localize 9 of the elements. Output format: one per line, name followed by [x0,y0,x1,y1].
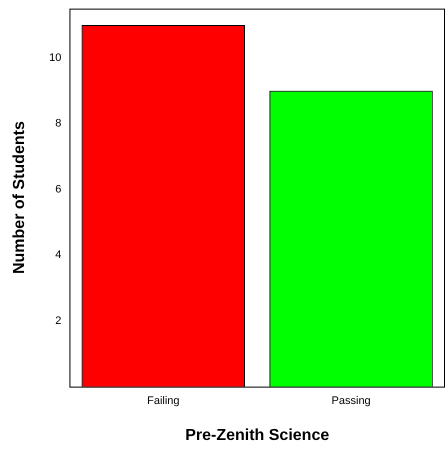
y-tick-label: 2 [55,314,62,327]
x-axis-title: Pre-Zenith Science [185,426,330,444]
x-tick-label: Passing [332,395,371,408]
y-axis-title: Number of Students [11,121,28,274]
y-tick-label: 10 [49,52,62,64]
y-tick-label: 4 [55,249,62,262]
x-tick-label: Failing [147,395,180,408]
y-tick-label: 8 [55,118,62,130]
y-tick-label: 6 [55,183,62,196]
